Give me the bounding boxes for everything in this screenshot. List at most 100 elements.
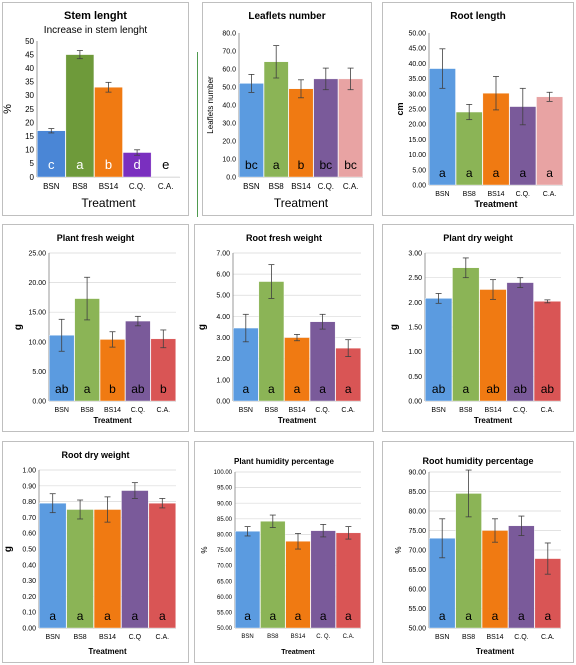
y-tick-label: 55.00 [217,611,233,617]
chart-panel-root-humidity: Root humidity percentage 50.00 55.00 60.00 6… [382,441,574,663]
y-tick-label: 1.00 [216,377,230,384]
y-tick-label: 60.0 [222,66,236,73]
x-tick-label: BS8 [80,407,93,414]
significance-letter: b [298,158,305,172]
bar [285,541,311,629]
y-tick-label: 0.20 [22,594,36,601]
bar [536,96,563,186]
chart-svg: Root fresh weight 0.00 1.00 2.00 3.00 4.00 5.0… [197,233,361,425]
y-tick-label: 0.70 [22,515,36,522]
y-tick-label: 50.00 [217,626,233,632]
bar [66,509,94,629]
y-axis-label: g [389,324,400,330]
x-tick-label: BS8 [269,182,285,191]
significance-letter: ab [131,382,145,396]
bar [239,83,264,178]
x-axis-label: Treatment [474,199,517,209]
y-tick-label: 0.40 [22,562,36,569]
x-axis-label: Treatment [474,416,513,425]
significance-letter: a [320,609,327,623]
y-tick-label: 45 [25,50,34,59]
y-tick-label: 45.00 [408,46,426,53]
y-tick-label: 0.00 [32,398,46,405]
chart-title: Plant dry weight [443,233,513,243]
significance-letter: ab [514,382,528,396]
y-tick-label: 20.00 [408,122,426,129]
x-tick-label: BSN [241,634,253,640]
y-tick-label: 65.00 [217,579,233,585]
x-tick-label: C.A. [343,182,359,191]
significance-letter: a [493,166,500,180]
chart-panel-plant-humidity: Plant humidity percentage 50.00 55.00 60.00… [194,441,374,663]
x-tick-label: C.A. [541,407,555,414]
significance-letter: a [439,166,446,180]
x-tick-label: BS14 [99,182,119,191]
significance-letter: a [104,609,111,623]
significance-letter: a [319,382,326,396]
x-tick-label: BS8 [459,407,472,414]
x-tick-label: BSN [431,407,445,414]
chart-panel-stem-length: Stem lenght Increase in stem lenght 0 5 10 15… [2,2,189,216]
significance-letter: a [159,609,166,623]
x-tick-label: BS8 [72,182,88,191]
bar [533,301,561,402]
chart-title: Stem lenght [64,10,127,22]
chart-panel-leaflets-number: Leaflets number 0.0 10.0 20.0 30.0 40.0 50.0 60… [202,2,372,216]
significance-letter: a [466,166,473,180]
chart-title: Root dry weight [62,450,130,460]
y-tick-label: 5.00 [412,167,426,174]
y-tick-label: 15.00 [408,137,426,144]
y-axis-label: % [200,546,209,553]
y-axis-label: g [197,324,208,330]
chart-svg: Root length 0.00 5.00 10.00 15.00 20.00 25.00 3… [395,11,563,209]
significance-letter: a [465,609,472,623]
y-tick-label: 0.00 [412,182,426,189]
x-tick-label: BS8 [462,634,475,641]
x-tick-label: BS14 [99,634,116,641]
x-tick-label: BSN [435,634,449,641]
chart-panel-root-dry-weight: Root dry weight 0.00 0.10 0.20 0.30 0.40 0.50 0… [2,441,189,663]
significance-letter: a [242,382,249,396]
chart-svg: Root humidity percentage 50.00 55.00 60.00 6… [394,456,561,656]
y-tick-label: 85.00 [217,517,233,523]
chart-subtitle: Increase in stem lenght [44,25,148,36]
y-axis-label: g [3,546,14,552]
y-tick-label: 90.00 [217,501,233,507]
significance-letter: bc [245,158,258,172]
significance-letter: a [49,609,56,623]
y-tick-label: 20.00 [28,280,46,287]
x-tick-label: BS8 [73,634,86,641]
significance-letter: a [345,382,352,396]
y-tick-label: 70.0 [222,48,236,55]
x-tick-label: BS14 [291,634,306,640]
significance-letter: a [544,609,551,623]
bar [310,530,336,629]
y-tick-label: 10.00 [408,152,426,159]
y-tick-label: 80.0 [222,30,236,37]
x-tick-label: C.Q. [129,182,145,191]
x-tick-label: C.A. [341,407,355,414]
bar [338,78,363,178]
y-tick-label: 40.00 [408,61,426,68]
y-tick-label: 30.0 [222,120,236,127]
significance-letter: e [162,157,169,172]
chart-title: Leaflets number [248,11,325,22]
y-tick-label: 6.00 [216,272,230,279]
y-axis-label: % [394,546,403,553]
x-tick-label: BS14 [288,407,305,414]
chart-title: Root fresh weight [246,233,322,243]
chart-title: Plant humidity percentage [234,457,335,466]
y-tick-label: 70.00 [217,564,233,570]
bar [39,502,67,629]
bar [99,339,126,402]
x-tick-label: C.Q. [318,182,334,191]
y-axis-label: cm [395,102,405,115]
y-tick-label: 4.00 [216,314,230,321]
y-tick-label: 1.00 [22,467,36,474]
significance-letter: a [462,382,469,396]
x-tick-label: C.Q. [513,407,527,414]
y-tick-label: 75.00 [217,548,233,554]
significance-letter: a [492,609,499,623]
significance-letter: a [244,609,251,623]
x-axis-label: Treatment [278,416,317,425]
